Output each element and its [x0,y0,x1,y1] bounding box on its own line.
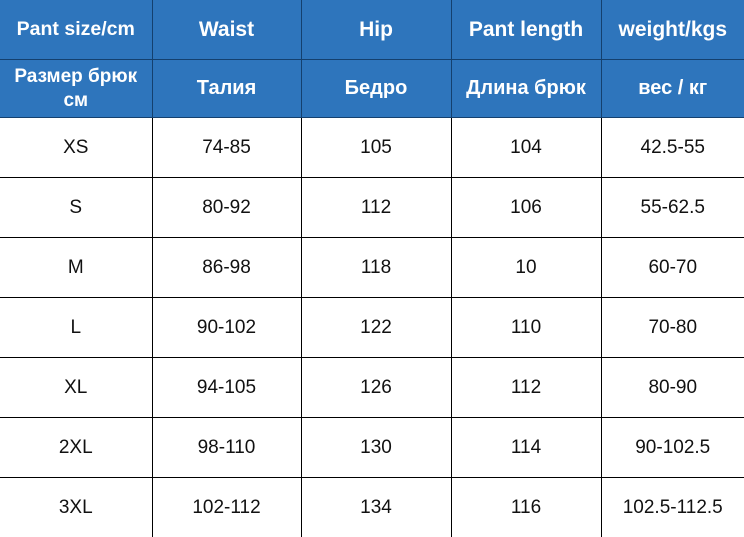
table-body: XS 74-85 105 104 42.5-55 S 80-92 112 106… [0,118,744,537]
cell-waist: 86-98 [152,238,301,298]
header-row-russian: Размер брюк см Талия Бедро Длина брюк ве… [0,60,744,118]
table-row: XL 94-105 126 112 80-90 [0,358,744,418]
table-row: 3XL 102-112 134 116 102.5-112.5 [0,478,744,537]
cell-hip: 130 [301,418,451,478]
cell-size: L [0,298,152,358]
column-header-hip-ru: Бедро [301,60,451,118]
table-row: M 86-98 118 10 60-70 [0,238,744,298]
cell-hip: 112 [301,178,451,238]
cell-pant-length: 110 [451,298,601,358]
cell-weight: 80-90 [601,358,744,418]
cell-waist: 94-105 [152,358,301,418]
cell-hip: 134 [301,478,451,537]
column-header-pant-size-ru: Размер брюк см [0,60,152,118]
cell-weight: 70-80 [601,298,744,358]
cell-weight: 90-102.5 [601,418,744,478]
cell-pant-length: 106 [451,178,601,238]
table-row: XS 74-85 105 104 42.5-55 [0,118,744,178]
cell-size: S [0,178,152,238]
cell-pant-length: 114 [451,418,601,478]
cell-pant-length: 112 [451,358,601,418]
cell-hip: 105 [301,118,451,178]
column-header-pant-size-en: Pant size/cm [0,0,152,60]
cell-weight: 55-62.5 [601,178,744,238]
cell-size: XS [0,118,152,178]
table-row: 2XL 98-110 130 114 90-102.5 [0,418,744,478]
cell-size: M [0,238,152,298]
cell-hip: 126 [301,358,451,418]
column-header-waist-ru: Талия [152,60,301,118]
cell-pant-length: 116 [451,478,601,537]
cell-waist: 74-85 [152,118,301,178]
cell-hip: 122 [301,298,451,358]
cell-hip: 118 [301,238,451,298]
cell-size: 3XL [0,478,152,537]
table-header: Pant size/cm Waist Hip Pant length weigh… [0,0,744,118]
column-header-pant-length-en: Pant length [451,0,601,60]
cell-size: XL [0,358,152,418]
cell-size: 2XL [0,418,152,478]
cell-weight: 42.5-55 [601,118,744,178]
cell-pant-length: 10 [451,238,601,298]
cell-waist: 98-110 [152,418,301,478]
cell-waist: 102-112 [152,478,301,537]
column-header-hip-en: Hip [301,0,451,60]
cell-weight: 102.5-112.5 [601,478,744,537]
cell-waist: 90-102 [152,298,301,358]
column-header-weight-en: weight/kgs [601,0,744,60]
table-row: S 80-92 112 106 55-62.5 [0,178,744,238]
cell-weight: 60-70 [601,238,744,298]
cell-pant-length: 104 [451,118,601,178]
column-header-pant-length-ru: Длина брюк [451,60,601,118]
table-row: L 90-102 122 110 70-80 [0,298,744,358]
column-header-waist-en: Waist [152,0,301,60]
column-header-weight-ru: вес / кг [601,60,744,118]
header-row-english: Pant size/cm Waist Hip Pant length weigh… [0,0,744,60]
cell-waist: 80-92 [152,178,301,238]
